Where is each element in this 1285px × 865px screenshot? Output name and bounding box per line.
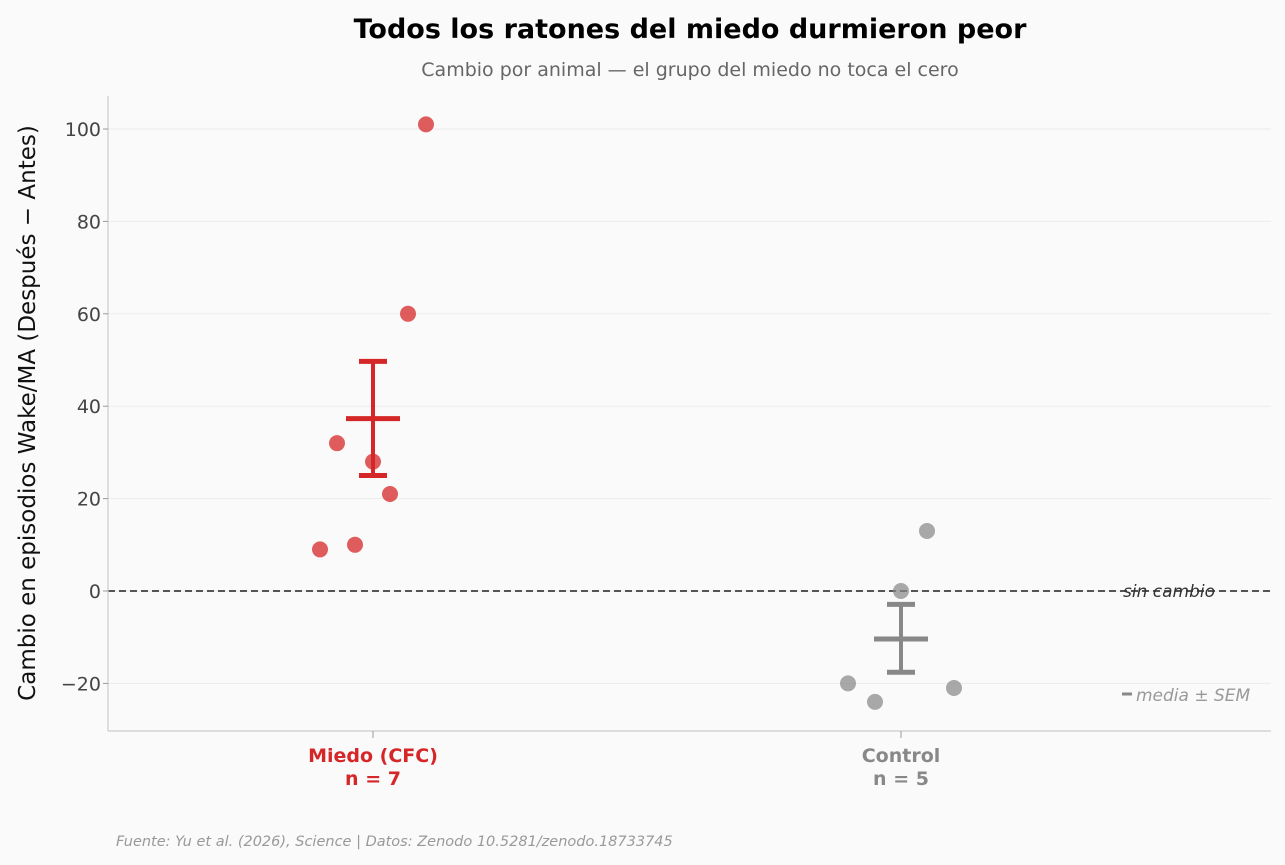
chart-title: Todos los ratones del miedo durmieron pe… — [354, 14, 1028, 45]
data-point — [867, 693, 883, 710]
data-point — [347, 536, 363, 553]
reference-line-group: sin cambio media ± SEM — [108, 582, 1271, 706]
data-point — [312, 541, 328, 558]
data-point — [329, 435, 345, 452]
x-tick-label: Control n = 5 — [862, 745, 941, 790]
y-tick-label: 60 — [77, 304, 101, 326]
error-bars — [346, 358, 928, 675]
axes: −20 0 20 40 60 80 100 Miedo (CFC) n = 7 Control n … — [61, 96, 1271, 790]
y-tick-label: −20 — [61, 673, 101, 695]
data-point — [840, 675, 856, 692]
source-note: Fuente: Yu et al. (2026), Science | Dato… — [116, 834, 673, 850]
data-point — [382, 485, 398, 502]
data-point — [919, 522, 935, 539]
y-tick-label: 40 — [77, 396, 101, 418]
y-axis-label: Cambio en episodios Wake/MA (Después − A… — [15, 125, 41, 701]
data-point — [893, 583, 909, 599]
x-tick-label: Miedo (CFC) n = 7 — [308, 745, 438, 790]
data-points — [312, 116, 962, 710]
reference-line-label: sin cambio — [1123, 582, 1215, 602]
y-tick-label: 80 — [77, 211, 101, 233]
data-point — [946, 680, 962, 697]
legend-mean-sem-label: media ± SEM — [1136, 686, 1251, 706]
chart-subtitle: Cambio por animal — el grupo del miedo n… — [421, 59, 958, 81]
grid-lines — [108, 128, 1271, 684]
y-tick-label: 20 — [77, 489, 101, 511]
y-tick-label: 0 — [89, 581, 101, 603]
y-tick-label: 100 — [65, 119, 101, 141]
data-point — [400, 305, 416, 322]
data-point — [418, 116, 434, 133]
